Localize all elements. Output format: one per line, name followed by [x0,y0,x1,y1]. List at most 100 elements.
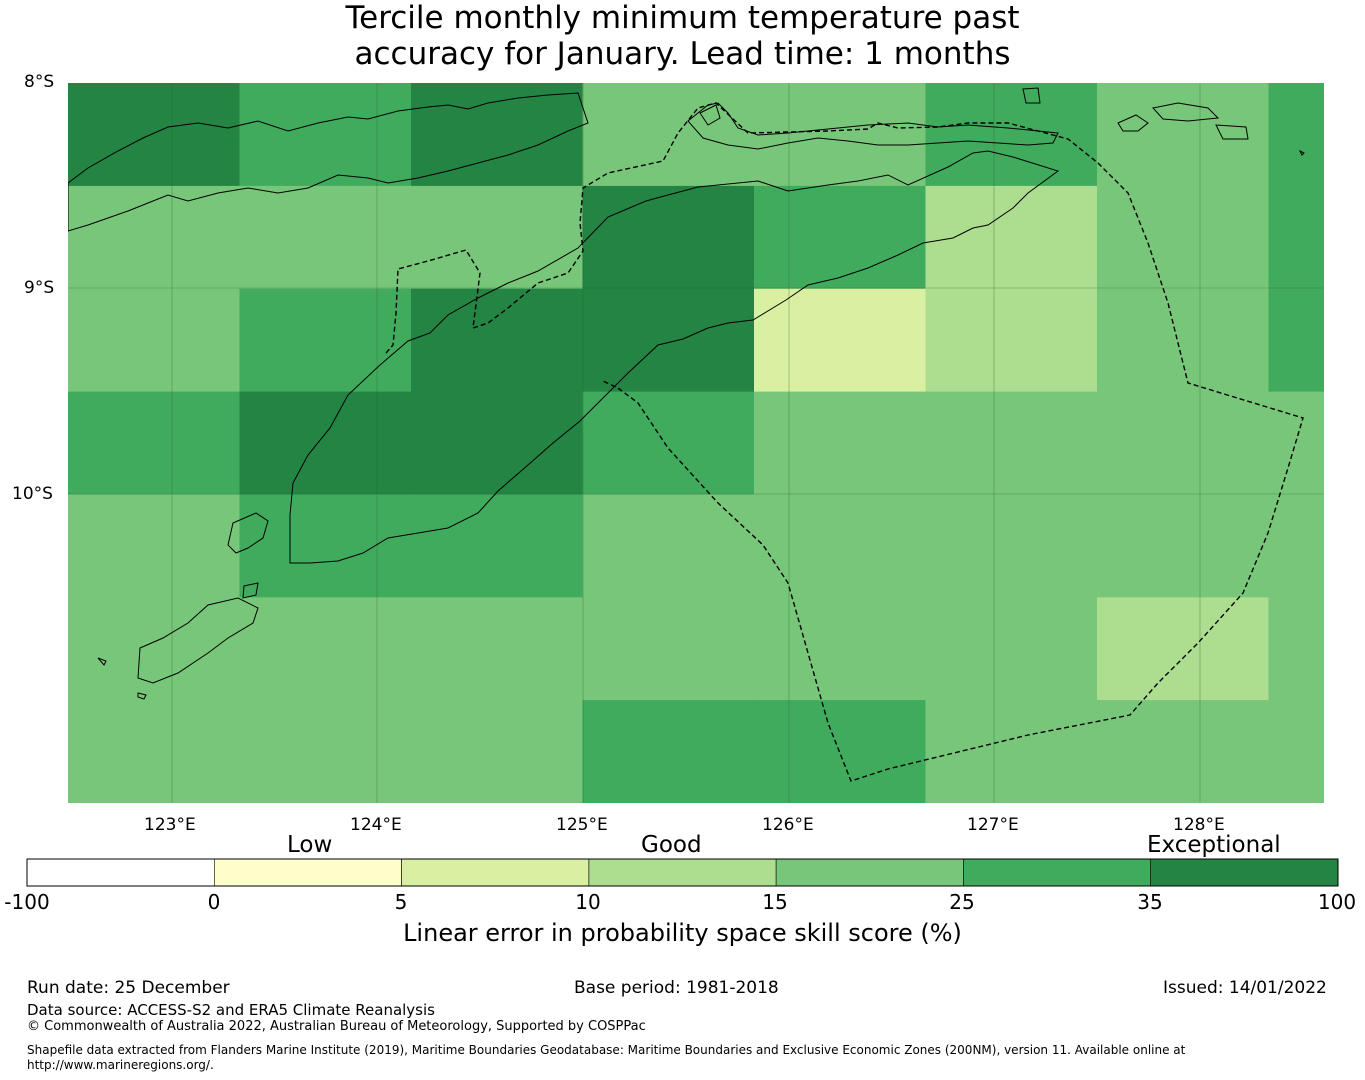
colorbar-segment [963,858,1152,887]
grid-cell [411,597,583,701]
grid-cell [925,391,1098,495]
grid-cell [1097,597,1269,701]
grid-cell [925,83,1098,187]
lon-label-128e: 128°E [1173,815,1225,835]
issued-date: Issued: 14/01/2022 [1163,978,1327,998]
grid-cell [239,494,412,598]
grid-cell [925,288,1098,393]
islet-5 [1152,102,1220,122]
grid-cell [68,83,240,187]
grid-cell [239,391,412,495]
graticule [68,83,1324,803]
grid-cell [239,83,412,187]
colorbar-segment [775,858,964,887]
timor-coastline [289,150,1060,564]
atauro-coastline [699,104,721,126]
colorbar-segment [26,858,215,887]
grid-cell [582,494,755,598]
grid-cell [754,597,926,701]
grid-cell [582,185,755,290]
grid-cell [239,185,412,290]
west-island-coastline [137,597,259,684]
lon-label-127e: 127°E [967,815,1019,835]
eez-boundary-west [385,102,1304,782]
colorbar-category-low: Low [287,832,333,858]
lat-label-9s: 9°S [24,278,55,298]
grid-cell [925,597,1098,701]
grid-cell [411,288,583,393]
grid-cell [582,83,755,187]
islet-4 [1117,114,1149,132]
eez-boundaries [385,102,1304,782]
islet-7 [1298,149,1305,156]
grid-cell [411,391,583,495]
lon-label-125e: 125°E [556,815,608,835]
lon-label-123e: 123°E [144,815,196,835]
colorbar-category-good: Good [641,832,702,858]
shapefile-credit-line-2: http://www.marineregions.org/. [27,1058,214,1072]
grid-cell [1268,494,1324,598]
grid-cell [925,700,1098,803]
islet-1 [97,657,107,666]
grid-cell [239,288,412,393]
colorbar [26,858,1339,887]
grid-cell [411,700,583,803]
map [68,83,1324,803]
colorbar-segment [214,858,402,887]
grid-cell [1268,185,1324,290]
grid-cell [411,185,583,290]
grid-cell [68,288,240,393]
title-line-1: Tercile monthly minimum temperature past [345,0,1020,36]
colorbar-label: Linear error in probability space skill … [403,919,962,947]
grid-cell [68,700,240,803]
grid-cell [582,597,755,701]
grid-cell [1268,391,1324,495]
grid-cell [68,494,240,598]
colorbar-tick-0: 0 [207,890,221,914]
grid-cell [582,700,755,803]
grid-cell [925,185,1098,290]
grid-cell [1268,597,1324,701]
chart-title: Tercile monthly minimum temperature past… [0,0,1365,72]
colorbar-category-exceptional: Exceptional [1147,832,1281,858]
grid-cell [1097,391,1269,495]
skill-grid [68,83,1324,803]
run-date: Run date: 25 December [27,978,230,998]
grid-cell [1097,185,1269,290]
colorbar-tick-15: 15 [762,890,788,914]
colorbar-tick-35: 35 [1137,890,1163,914]
colorbar-segment [401,858,590,887]
grid-cell [754,391,926,495]
rote-island-coastline [227,512,269,554]
lon-label-126e: 126°E [762,815,814,835]
islet-2 [137,692,147,700]
lat-label-8s: 8°S [24,72,55,92]
base-period: Base period: 1981-2018 [574,978,779,998]
grid-cell [582,288,755,393]
grid-cell [1097,83,1269,187]
grid-cell [754,83,926,187]
grid-cell [68,597,240,701]
grid-cell [1097,700,1269,803]
colorbar-segment [1150,858,1339,887]
grid-cell [68,185,240,290]
grid-cell [1268,288,1324,393]
lon-label-124e: 124°E [350,815,402,835]
grid-cell [239,597,412,701]
colorbar-tick-10: 10 [575,890,601,914]
islet-3 [1022,87,1041,104]
grid-cell [411,494,583,598]
colorbar-segment [588,858,777,887]
grid-cell [1097,494,1269,598]
grid-cell [582,391,755,495]
grid-cell [1268,700,1324,803]
title-line-2: accuracy for January. Lead time: 1 month… [354,36,1011,72]
lat-label-10s: 10°S [12,484,53,504]
grid-cell [411,83,583,187]
grid-cell [754,494,926,598]
flores-coastline [68,92,589,232]
grid-cell [1097,288,1269,393]
grid-cell [925,494,1098,598]
grid-cell [68,391,240,495]
colorbar-tick-25: 25 [949,890,975,914]
